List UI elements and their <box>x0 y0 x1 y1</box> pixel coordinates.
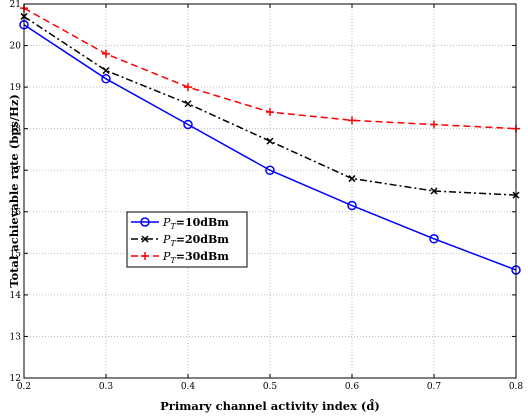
data-point <box>347 200 357 211</box>
legend-label: PT=20dBm <box>162 233 229 248</box>
x-tick-label: 0.3 <box>99 382 114 392</box>
x-tick-label: 0.5 <box>263 382 278 392</box>
legend-box <box>126 211 248 268</box>
data-point <box>102 66 110 75</box>
data-point <box>430 187 438 195</box>
data-point <box>429 234 439 244</box>
data-point <box>184 100 192 108</box>
legend-marker <box>140 217 150 227</box>
legend-entry-2: PT=20dBm <box>131 233 229 248</box>
x-tick-label: 0.7 <box>427 382 442 392</box>
data-point <box>430 120 438 129</box>
x-tick-label: 0.4 <box>181 382 196 392</box>
data-point <box>265 165 275 175</box>
series-1 <box>19 20 521 275</box>
data-point <box>266 137 274 145</box>
y-axis-label: Total achievable rate (bps/Hz) <box>7 94 21 288</box>
legend-marker <box>141 252 149 260</box>
legend-label: PT=30dBm <box>162 250 229 265</box>
data-point <box>101 74 111 84</box>
y-tick-label: 19 <box>10 83 22 93</box>
x-axis-label: Primary channel activity index (d̂) <box>160 399 380 413</box>
legend-marker <box>141 235 149 243</box>
x-tick-label: 0.6 <box>345 382 360 392</box>
y-tick-label: 12 <box>10 374 21 384</box>
y-tick-label: 15 <box>10 249 22 259</box>
data-point <box>266 108 274 117</box>
legend-entry-1: PT=10dBm <box>131 216 229 231</box>
data-point <box>102 49 110 58</box>
data-point <box>184 83 192 92</box>
data-point <box>183 119 193 130</box>
series-line-1 <box>23 24 517 271</box>
y-tick-label: 16 <box>10 208 22 218</box>
data-point <box>348 116 356 125</box>
legend: PT=10dBm PT=20dBm PT=30dBm <box>126 211 248 268</box>
y-tick-label: 20 <box>10 42 22 52</box>
y-tick-label: 21 <box>10 0 21 10</box>
y-tick-label: 14 <box>10 291 22 301</box>
legend-label: PT=10dBm <box>162 216 229 231</box>
x-tick-label: 0.2 <box>17 382 31 392</box>
plot-frame <box>23 3 517 379</box>
data-point <box>348 175 356 183</box>
legend-entry-3: PT=30dBm <box>131 250 229 265</box>
y-tick-label: 17 <box>10 166 22 176</box>
y-tick-label: 18 <box>10 125 22 135</box>
y-tick-label: 13 <box>10 332 22 342</box>
x-tick-label: 0.8 <box>509 382 524 392</box>
